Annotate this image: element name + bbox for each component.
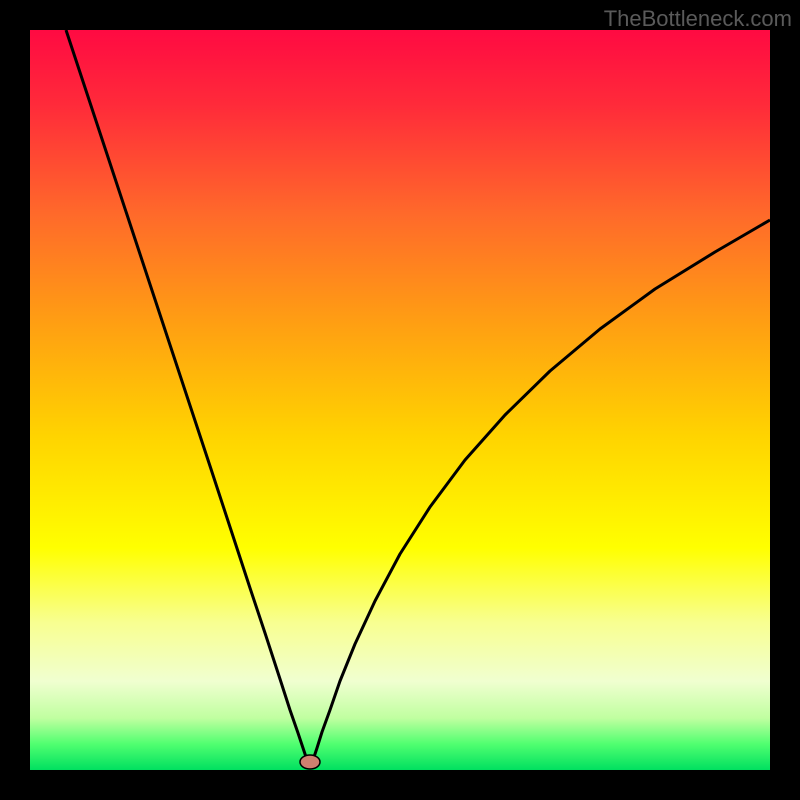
watermark-text: TheBottleneck.com [604, 6, 792, 32]
chart-background [30, 30, 770, 770]
chart-plot-area [30, 30, 770, 770]
optimal-point-marker [300, 755, 320, 769]
bottleneck-chart [30, 30, 770, 770]
